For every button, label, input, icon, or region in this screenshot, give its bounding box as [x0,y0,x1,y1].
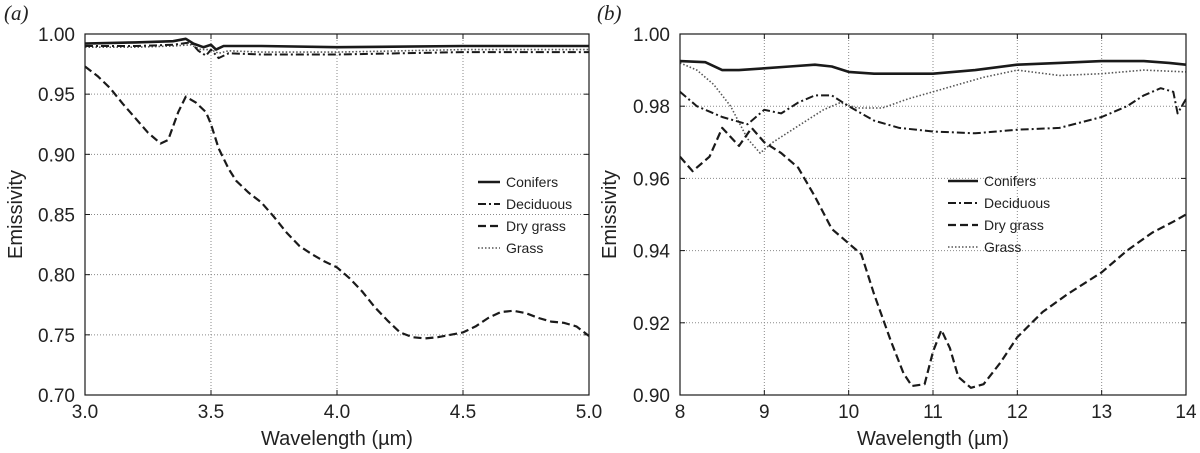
panel-b-x-tick-label: 12 [1007,402,1028,423]
panel-b-y-tick-label: 1.00 [633,25,670,46]
panel-b-x-axis-title: Wavelength (µm) [857,428,1009,450]
panel-b-legend: Conifers Deciduous Dry grass Grass [948,173,1050,255]
panel-a-legend-label-deciduous: Deciduous [506,196,572,212]
panel-b-x-tick-label: 10 [838,402,859,423]
panel-a-y-tick-label: 0.90 [38,145,75,166]
panel-b-x-tick-label: 14 [1175,402,1197,423]
panel-b: 8 9 10 11 12 13 14 0.90 0.92 0.94 0.96 0.98 1.00 Wave… [597,1,1197,450]
panel-a-x-tick-label: 4.0 [324,402,350,423]
panel-b-series-deciduous [680,87,1186,135]
panel-a-series-deciduous [85,41,589,60]
panel-b-x-tick-label: 8 [675,402,686,423]
panel-a-legend-label-conifers: Conifers [506,174,558,190]
panel-a-y-tick-label: 0.80 [38,266,75,287]
panel-b-legend-label-conifers: Conifers [984,173,1036,189]
panel-a-y-tick-label: 0.95 [38,85,75,106]
panel-b-label: (b) [597,1,622,25]
panel-a-series [85,37,589,340]
panel-a-y-axis-title: Emissivity [5,170,27,259]
panel-b-legend-label-deciduous: Deciduous [984,195,1050,211]
panel-a-x-tick-label: 3.0 [72,402,98,423]
panel-b-y-tick-label: 0.98 [633,97,670,118]
panel-b-legend-label-grass: Grass [984,239,1021,255]
panel-a-y-tick-label: 1.00 [38,25,75,46]
panel-a-y-tick-label: 0.85 [38,206,75,227]
panel-a-legend-label-dry-grass: Dry grass [506,218,566,234]
panel-a: 3.0 3.5 4.0 4.5 5.0 0.70 0.75 0.80 0.85 0.90 0.95 1… [4,1,602,450]
panel-a-x-tick-label: 4.5 [450,402,476,423]
panel-a-x-tick-label: 5.0 [576,402,602,423]
panel-a-x-axis-title: Wavelength (µm) [261,428,413,450]
panel-a-x-tick-label: 3.5 [198,402,224,423]
panel-b-series-conifers [680,59,1186,75]
panel-b-x-tick-label: 13 [1091,402,1112,423]
panel-a-series-dry-grass [85,65,589,340]
panel-a-y-tick-label: 0.70 [38,386,75,407]
panel-b-y-tick-label: 0.92 [633,314,670,335]
panel-b-legend-label-dry-grass: Dry grass [984,217,1044,233]
panel-b-series-dry-grass [680,126,1186,389]
panel-b-x-tick-label: 9 [759,402,770,423]
panel-b-y-tick-label: 0.90 [633,386,670,407]
panel-a-legend: Conifers Deciduous Dry grass Grass [478,174,572,256]
panel-b-y-tick-label: 0.94 [633,242,670,263]
panel-a-label: (a) [4,1,29,25]
panel-a-series-grass [85,44,589,55]
panel-a-y-tick-label: 0.75 [38,326,75,347]
panel-a-legend-label-grass: Grass [506,240,543,256]
panel-b-series [680,59,1186,389]
panel-b-series-grass [680,62,1186,154]
panel-b-y-axis-title: Emissivity [599,170,621,259]
panel-b-x-tick-label: 11 [923,402,943,423]
panel-a-series-conifers [85,37,589,51]
panel-b-y-tick-label: 0.96 [633,169,670,190]
